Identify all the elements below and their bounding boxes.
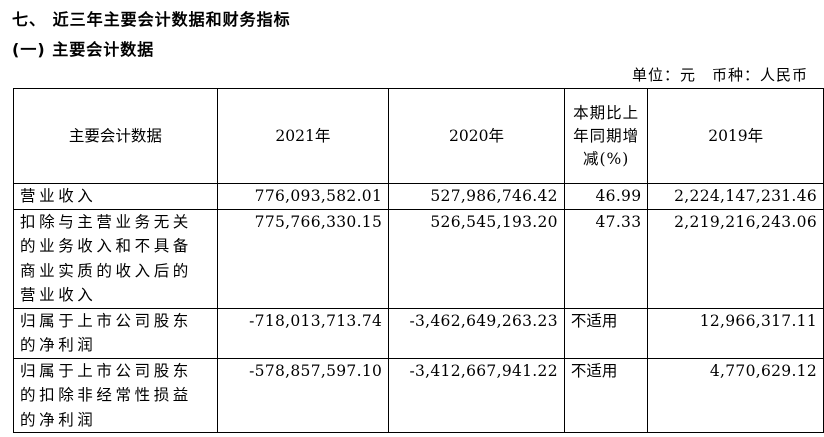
cell-2019: 2,224,147,231.46 [647,183,824,210]
row-label: 营业收入 [13,183,218,210]
row-label: 扣除与主营业务无关的业务收入和不具备商业实质的收入后的营业收入 [13,208,218,309]
cell-2020: -3,462,649,263.23 [388,307,565,359]
cell-2019: 2,219,216,243.06 [647,208,824,309]
cell-2021: 776,093,582.01 [216,183,390,210]
cell-change: 47.33 [563,208,649,309]
table-row: 扣除与主营业务无关的业务收入和不具备商业实质的收入后的营业收入 775,766,… [13,208,824,309]
row-label: 归属于上市公司股东的净利润 [13,307,218,359]
header-2019: 2019年 [647,88,824,184]
subsection-title: (一) 主要会计数据 [12,40,155,59]
header-change: 本期比上年同期增减(%) [563,88,649,184]
cell-2019: 12,966,317.11 [647,307,824,359]
cell-2019: 4,770,629.12 [647,357,824,433]
cell-2021: 775,766,330.15 [216,208,390,309]
accounting-data-table: 主要会计数据 2021年 2020年 本期比上年同期增减(%) 2019年 营业… [13,88,824,433]
header-2020: 2020年 [388,88,565,184]
row-label: 归属于上市公司股东的扣除非经常性损益的净利润 [13,357,218,433]
header-2021: 2021年 [216,88,390,184]
unit-currency-note: 单位：元 币种：人民币 [631,66,808,84]
cell-2020: 527,986,746.42 [388,183,565,210]
cell-2021: -718,013,713.74 [216,307,390,359]
cell-2020: -3,412,667,941.22 [388,357,565,433]
section-title: 七、 近三年主要会计数据和财务指标 [12,10,291,29]
table-header-row: 主要会计数据 2021年 2020年 本期比上年同期增减(%) 2019年 [13,88,824,184]
cell-change: 不适用 [563,357,649,433]
header-item: 主要会计数据 [13,88,218,184]
cell-2021: -578,857,597.10 [216,357,390,433]
cell-change: 46.99 [563,183,649,210]
cell-change: 不适用 [563,307,649,359]
table-row: 归属于上市公司股东的净利润 -718,013,713.74 -3,462,649… [13,307,824,359]
table-row: 归属于上市公司股东的扣除非经常性损益的净利润 -578,857,597.10 -… [13,357,824,433]
cell-2020: 526,545,193.20 [388,208,565,309]
table-row: 营业收入 776,093,582.01 527,986,746.42 46.99… [13,183,824,210]
